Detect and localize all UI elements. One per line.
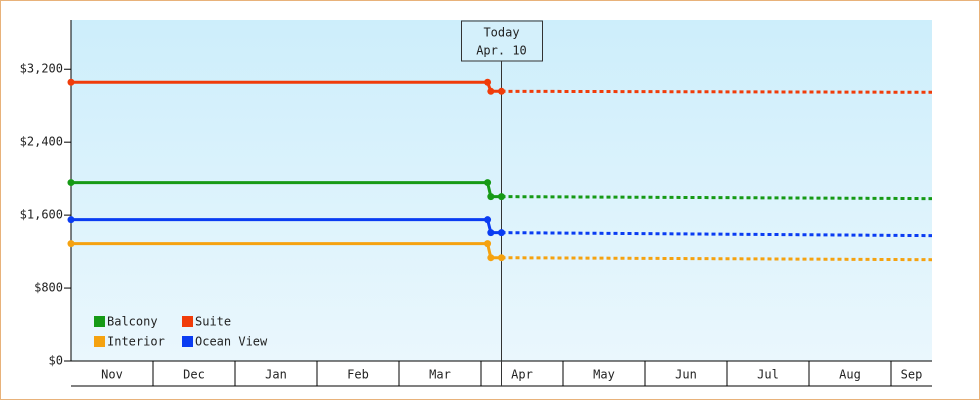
x-tick-label: Jan — [265, 368, 287, 382]
legend-label: Ocean View — [195, 335, 268, 349]
point — [498, 87, 505, 95]
point — [487, 254, 495, 262]
x-tick-label: Feb — [347, 368, 369, 382]
x-tick-label: Dec — [183, 368, 205, 382]
point — [487, 87, 495, 95]
forecast-line — [501, 256, 933, 262]
x-tick-label: Aug — [839, 368, 861, 382]
point — [67, 216, 75, 224]
legend-label: Balcony — [107, 315, 158, 329]
legend-swatch — [94, 336, 105, 347]
point — [487, 193, 495, 201]
x-tick-label: Mar — [429, 368, 451, 382]
history-line — [71, 242, 502, 260]
point — [484, 179, 492, 187]
y-tick-label: $3,200 — [20, 62, 63, 76]
point — [67, 179, 75, 187]
today-box — [461, 20, 543, 62]
today-date: Apr. 10 — [476, 44, 527, 58]
y-tick-label: $0 — [49, 354, 63, 368]
point — [484, 216, 492, 224]
history-line — [71, 181, 502, 199]
point — [484, 78, 492, 86]
forecast-line — [501, 231, 933, 238]
point — [498, 229, 505, 237]
today-label: Today — [483, 26, 519, 40]
point — [484, 240, 492, 248]
point — [498, 254, 505, 262]
y-tick-label: $2,400 — [20, 135, 63, 149]
forecast-line — [501, 89, 933, 94]
point — [67, 240, 75, 248]
history-line — [71, 80, 502, 93]
y-tick-label: $1,600 — [20, 208, 63, 222]
point — [487, 229, 495, 237]
legend-swatch — [182, 316, 193, 327]
x-tick-label: May — [593, 368, 615, 382]
history-line — [71, 218, 502, 235]
x-tick-label: Jun — [675, 368, 697, 382]
point — [67, 78, 75, 86]
y-tick-label: $800 — [34, 281, 63, 295]
legend-label: Suite — [195, 315, 231, 329]
forecast-line — [501, 195, 933, 201]
legend-swatch — [94, 316, 105, 327]
legend-swatch — [182, 336, 193, 347]
x-tick-label: Apr — [511, 368, 533, 382]
x-tick-label: Nov — [101, 368, 123, 382]
x-tick-label: Jul — [757, 368, 779, 382]
point — [498, 193, 505, 201]
legend-label: Interior — [107, 335, 165, 349]
x-tick-label: Sep — [901, 368, 923, 382]
